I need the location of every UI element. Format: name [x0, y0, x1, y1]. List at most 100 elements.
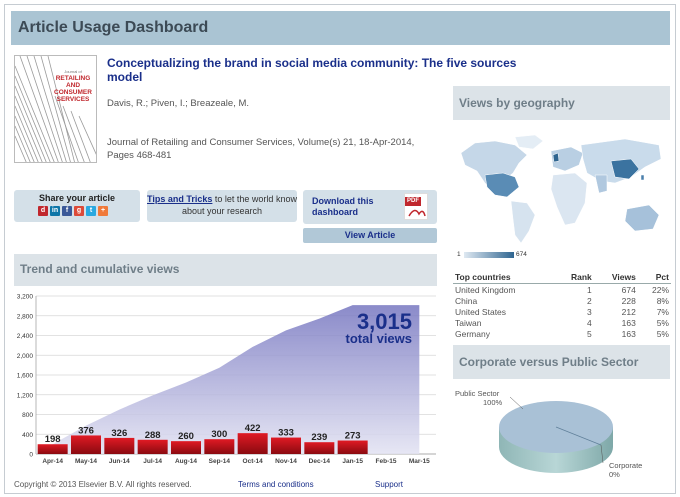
- map-united-kingdom: [552, 152, 560, 163]
- trend-section-header: Trend and cumulative views: [14, 254, 437, 286]
- download-dashboard-button[interactable]: Download this dashboard PDF: [303, 190, 437, 224]
- x-tick-label: Mar-15: [409, 458, 430, 465]
- sector-section-title: Corporate versus Public Sector: [459, 355, 639, 369]
- total-views-label: total views: [346, 331, 412, 346]
- view-article-button[interactable]: View Article: [303, 228, 437, 243]
- cumulative-area: [36, 305, 420, 454]
- facebook-icon[interactable]: f: [62, 206, 72, 216]
- tips-and-tricks-box: Tips and Tricks to let the world know ab…: [147, 190, 297, 222]
- map-europe: [550, 146, 584, 172]
- country-views: 163: [621, 317, 636, 328]
- monthly-bar: [271, 437, 301, 454]
- map-legend-gradient: [464, 252, 514, 258]
- country-name: Germany: [455, 328, 490, 339]
- country-name: United Kingdom: [455, 284, 516, 295]
- share-article-box: Share your article d in f g t +: [14, 190, 140, 222]
- country-rank: 5: [587, 328, 592, 339]
- download-label: Download this dashboard: [312, 196, 374, 217]
- pdf-icon: PDF: [404, 193, 428, 220]
- world-map[interactable]: [455, 131, 669, 249]
- top-countries-table: Top countries Rank Views Pct United King…: [453, 271, 671, 339]
- x-tick-label: Feb-15: [376, 458, 397, 465]
- x-tick-label: Nov-14: [275, 458, 297, 465]
- journal-citation: Journal of Retailing and Consumer Servic…: [107, 137, 415, 161]
- map-china: [610, 158, 640, 180]
- corporate-label: Corporate: [609, 461, 642, 470]
- bar-value-label: 260: [178, 431, 194, 442]
- country-views: 228: [621, 295, 636, 306]
- public-sector-label: Public Sector: [455, 389, 500, 398]
- support-link[interactable]: Support: [375, 480, 404, 489]
- country-pct: 5%: [656, 317, 669, 328]
- geography-section-title: Views by geography: [459, 96, 575, 110]
- twitter-icon[interactable]: t: [86, 206, 96, 216]
- country-pct: 5%: [656, 328, 669, 339]
- monthly-bars: [37, 433, 368, 454]
- bar-value-label: 198: [45, 434, 61, 445]
- x-tick-label: Aug-14: [175, 458, 197, 465]
- x-tick-label: Jul-14: [143, 458, 162, 465]
- googleplus-icon[interactable]: g: [74, 206, 84, 216]
- map-greenland: [514, 134, 544, 150]
- corporate-pct: 0%: [609, 470, 620, 479]
- monthly-bar: [104, 437, 135, 454]
- country-rank: 1: [587, 284, 592, 295]
- bar-value-label: 300: [211, 429, 227, 440]
- map-india: [594, 174, 608, 194]
- country-views: 212: [621, 306, 636, 317]
- tips-and-tricks-link[interactable]: Tips and Tricks: [147, 194, 213, 204]
- more-share-icon[interactable]: +: [98, 206, 108, 216]
- x-tick-label: Oct-14: [243, 458, 264, 465]
- map-legend-max: 674: [516, 251, 527, 258]
- sector-section-header: Corporate versus Public Sector: [453, 345, 670, 379]
- col-pct: Pct: [637, 271, 671, 284]
- share-label: Share your article: [38, 193, 116, 203]
- col-country: Top countries: [453, 271, 555, 284]
- y-tick-label: 1,200: [17, 392, 34, 399]
- table-row: China 2 228 8%: [453, 295, 671, 306]
- monthly-bar: [304, 442, 335, 454]
- monthly-bar: [171, 441, 201, 454]
- x-tick-label: Dec-14: [309, 458, 331, 465]
- bar-value-label: 333: [278, 428, 294, 439]
- country-pct: 7%: [656, 306, 669, 317]
- cover-text-top: Journal of: [64, 69, 82, 74]
- col-rank: Rank: [554, 271, 594, 284]
- country-rank: 3: [587, 306, 592, 317]
- y-tick-label: 2,400: [17, 333, 34, 340]
- pie-corporate-divider: [555, 426, 602, 446]
- cumulative-area-shape: [36, 305, 420, 454]
- monthly-bar: [204, 439, 235, 454]
- country-views: 674: [621, 284, 636, 295]
- col-views: Views: [593, 271, 638, 284]
- delicious-icon[interactable]: d: [38, 206, 48, 216]
- dashboard-header: Article Usage Dashboard: [11, 11, 670, 45]
- bar-value-label: 273: [345, 431, 361, 442]
- y-tick-label: 3,200: [17, 294, 34, 301]
- table-row: United States 3 212 7%: [453, 306, 671, 317]
- x-tick-label: Apr-14: [42, 458, 63, 465]
- cover-journal-name: Journal of RETAILING AND CONSUMER SERVIC…: [49, 68, 96, 103]
- table-header-row: Top countries Rank Views Pct: [453, 271, 671, 284]
- linkedin-icon[interactable]: in: [50, 206, 60, 216]
- bar-value-label: 326: [111, 428, 127, 439]
- trend-chart: 0 400 800 1,200 1,600 2,000 2,400 2,800 3,200 198…: [17, 294, 436, 465]
- cover-pattern: [15, 56, 96, 162]
- sector-pie-chart: Public Sector 100% Corporate 0%: [453, 383, 671, 483]
- map-north-america: [460, 140, 528, 192]
- monthly-bar: [337, 440, 368, 454]
- cover-text-main: RETAILING AND CONSUMER SERVICES: [54, 75, 92, 103]
- country-views: 163: [621, 328, 636, 339]
- map-australia: [624, 204, 660, 232]
- journal-cover-image[interactable]: Journal of RETAILING AND CONSUMER SERVIC…: [14, 55, 97, 163]
- trend-section-title: Trend and cumulative views: [20, 262, 180, 276]
- bar-value-label: 376: [78, 425, 94, 436]
- map-united-states: [484, 172, 520, 198]
- article-title[interactable]: Conceptualizing the brand in social medi…: [107, 56, 517, 84]
- y-tick-label: 800: [22, 412, 33, 419]
- y-tick-label: 0: [29, 452, 33, 459]
- total-views-number: 3,015: [357, 309, 412, 334]
- terms-link[interactable]: Terms and conditions: [238, 480, 314, 489]
- table-row: United Kingdom 1 674 22%: [453, 284, 671, 296]
- x-tick-label: Jan-15: [342, 458, 363, 465]
